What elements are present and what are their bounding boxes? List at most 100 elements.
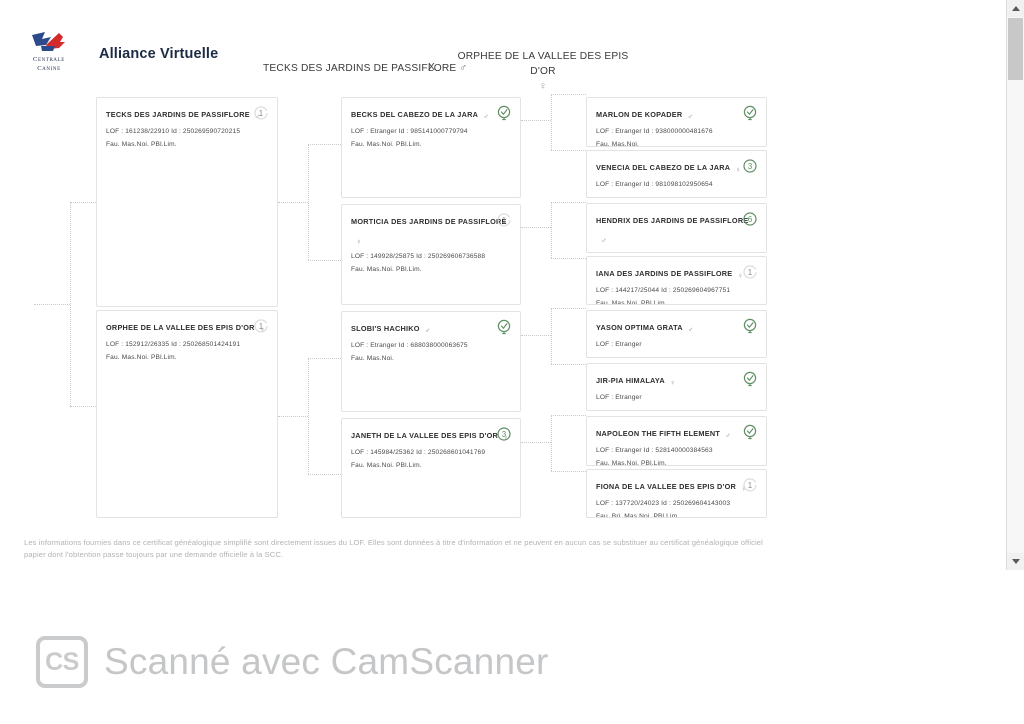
status-badge-generation-6[interactable]: 6 — [742, 211, 758, 227]
scroll-down-button[interactable] — [1007, 553, 1024, 570]
partial-circle-one-icon: 1 — [743, 478, 757, 492]
pedigree-card[interactable]: MORTICIA DES JARDINS DE PASSIFLORE ♀ LOF … — [341, 204, 521, 305]
pedigree-card[interactable]: SLOBI'S HACHIKO ♂ LOF : Etranger Id : 688… — [341, 311, 521, 412]
pedigree-card[interactable]: NAPOLEON THE FIFTH ELEMENT ♂ LOF : Etrang… — [586, 416, 767, 466]
dog-registration: LOF : Etranger Id : 985141000779794 — [351, 128, 468, 135]
female-symbol-icon: ♀ — [356, 237, 362, 246]
pedigree-card[interactable]: YASON OPTIMA GRATA ♂ LOF : Etranger — [586, 310, 767, 358]
pedigree-card[interactable]: HENDRIX DES JARDINS DE PASSIFLORE ♂ LOF :… — [586, 203, 767, 253]
connector — [551, 415, 586, 416]
scrollbar-track[interactable] — [1007, 17, 1024, 553]
dog-name: MARLON DE KOPADER — [596, 110, 683, 120]
dog-registration: LOF : Etranger Id : 981098102950654 — [596, 181, 713, 188]
dog-tests: Fau. Mas.Noi. PBl.Lim. — [596, 299, 667, 305]
dog-registration: LOF : Etranger — [596, 394, 642, 401]
dog-registration: LOF : 144217/25044 Id : 250269604967751 — [596, 287, 731, 294]
connector — [521, 120, 551, 121]
connector — [551, 364, 586, 365]
dog-registration: LOF : 161238/22910 Id : 250269590720215 — [106, 128, 241, 135]
connector — [308, 358, 309, 474]
partial-circle-one-icon: 1 — [743, 265, 757, 279]
dog-name: SLOBI'S HACHIKO — [351, 324, 420, 334]
partial-circle-one-icon: 1 — [497, 213, 511, 227]
male-symbol-icon: ♂ — [725, 431, 731, 440]
confirmed-check-icon — [743, 105, 757, 121]
connector — [521, 227, 551, 228]
dog-name: FIONA DE LA VALLEE DES EPIS D'OR — [596, 482, 737, 492]
status-badge-confirmed[interactable] — [742, 424, 758, 440]
status-badge-generation-1[interactable]: 1 — [742, 477, 758, 493]
connector — [70, 406, 96, 407]
pedigree-card[interactable]: VENECIA DEL CABEZO DE LA JARA ♀ LOF : Etr… — [586, 150, 767, 198]
dog-name: JANETH DE LA VALLEE DES EPIS D'OR — [351, 431, 499, 441]
connector — [551, 308, 586, 309]
legal-disclaimer: Les informations fournies dans ce certif… — [24, 538, 763, 559]
status-badge-confirmed[interactable] — [742, 318, 758, 334]
male-symbol-icon: ♂ — [459, 62, 468, 74]
pedigree-card[interactable]: MARLON DE KOPADER ♂ LOF : Etranger Id : 9… — [586, 97, 767, 147]
sire-header-name: TECKS DES JARDINS DE PASSIFLORE — [263, 63, 457, 74]
male-symbol-icon: ♂ — [254, 112, 261, 121]
circle-three-icon: 3 — [497, 427, 511, 441]
pedigree-card[interactable]: BECKS DEL CABEZO DE LA JARA ♂ LOF : Etran… — [341, 97, 521, 198]
female-symbol-icon: ♀ — [737, 271, 744, 280]
pedigree-card-sire[interactable]: TECKS DES JARDINS DE PASSIFLORE ♂ LOF : 1… — [96, 97, 278, 307]
dog-name: NAPOLEON THE FIFTH ELEMENT — [596, 429, 721, 439]
status-badge-confirmed[interactable] — [496, 105, 512, 121]
dog-registration: LOF : 152912/26335 Id : 250268501424191 — [106, 341, 241, 348]
svg-text:1: 1 — [259, 109, 264, 118]
female-symbol-icon: ♀ — [669, 378, 676, 387]
vertical-scrollbar[interactable] — [1006, 0, 1024, 570]
connector — [551, 94, 552, 150]
pedigree-connectors-layer: TECKS DES JARDINS DE PASSIFLORE ♂ LOF : 1… — [0, 92, 1006, 527]
connector — [551, 415, 552, 471]
pedigree-card-dam[interactable]: ORPHEE DE LA VALLEE DES EPIS D'OR ♀ LOF :… — [96, 310, 278, 518]
connector — [551, 202, 586, 203]
confirmed-check-icon — [497, 105, 511, 121]
connector — [278, 202, 308, 203]
dog-tests: Fau. Mas.Noi. — [351, 354, 394, 362]
pedigree-card[interactable]: IANA DES JARDINS DE PASSIFLORE ♀ LOF : 14… — [586, 256, 767, 305]
status-badge-confirmed[interactable] — [742, 371, 758, 387]
connector — [278, 416, 308, 417]
dog-tests: Fau. Mas.Noi. PBl.Lim. — [351, 140, 422, 148]
confirmed-check-icon — [743, 371, 757, 387]
pedigree-card[interactable]: JANETH DE LA VALLEE DES EPIS D'OR ♀ LOF :… — [341, 418, 521, 518]
pedigree-card[interactable]: JIR-PIA HIMALAYA ♀ LOF : Etranger — [586, 363, 767, 411]
pedigree-card[interactable]: FIONA DE LA VALLEE DES EPIS D'OR ♀ LOF : … — [586, 469, 767, 518]
dog-emblem-icon — [32, 32, 65, 51]
connector — [308, 474, 341, 475]
dog-tests: Fau. Mas.Noi. — [596, 140, 639, 147]
dog-registration: LOF : Etranger — [596, 341, 642, 348]
dog-registration: LOF : Etranger Id : 688038000063675 — [351, 342, 468, 349]
svg-text:1: 1 — [748, 481, 753, 490]
dog-registration: LOF : 141459/20866 Id : 250269604663330 — [596, 251, 757, 252]
dog-registration: LOF : Etranger Id : 528140000384563 — [596, 447, 713, 454]
scroll-up-button[interactable] — [1007, 0, 1024, 17]
camscanner-label: Scanné avec CamScanner — [104, 641, 549, 682]
circle-six-icon: 6 — [743, 212, 757, 226]
scrollbar-thumb[interactable] — [1008, 18, 1023, 80]
status-badge-generation-3[interactable]: 3 — [742, 158, 758, 174]
document-header: Centrale Canine Alliance Virtuelle TECKS… — [0, 0, 1006, 92]
confirmed-check-icon — [497, 319, 511, 335]
status-badge-generation-3[interactable]: 3 — [496, 426, 512, 442]
dam-header: ORPHEE DE LA VALLEE DES EPIS D'OR ♀ — [453, 49, 633, 94]
dog-tests: Fau. Mas.Noi. PBl.Lim. — [596, 459, 667, 466]
status-badge-generation-1[interactable]: 1 — [253, 105, 269, 121]
status-badge-generation-1[interactable]: 1 — [496, 212, 512, 228]
chevron-up-icon — [1011, 6, 1020, 11]
female-symbol-icon: ♀ — [538, 80, 548, 92]
status-badge-generation-1[interactable]: 1 — [253, 318, 269, 334]
status-badge-generation-1[interactable]: 1 — [742, 264, 758, 280]
status-badge-confirmed[interactable] — [496, 319, 512, 335]
connector — [70, 202, 96, 203]
dog-name: ORPHEE DE LA VALLEE DES EPIS D'OR — [106, 323, 255, 333]
status-badge-confirmed[interactable] — [742, 105, 758, 121]
male-symbol-icon: ♂ — [483, 112, 489, 121]
connector — [308, 358, 341, 359]
female-symbol-icon: ♀ — [741, 484, 747, 493]
female-symbol-icon: ♀ — [735, 165, 741, 174]
male-symbol-icon: ♂ — [424, 326, 431, 335]
svg-text:3: 3 — [748, 162, 753, 171]
